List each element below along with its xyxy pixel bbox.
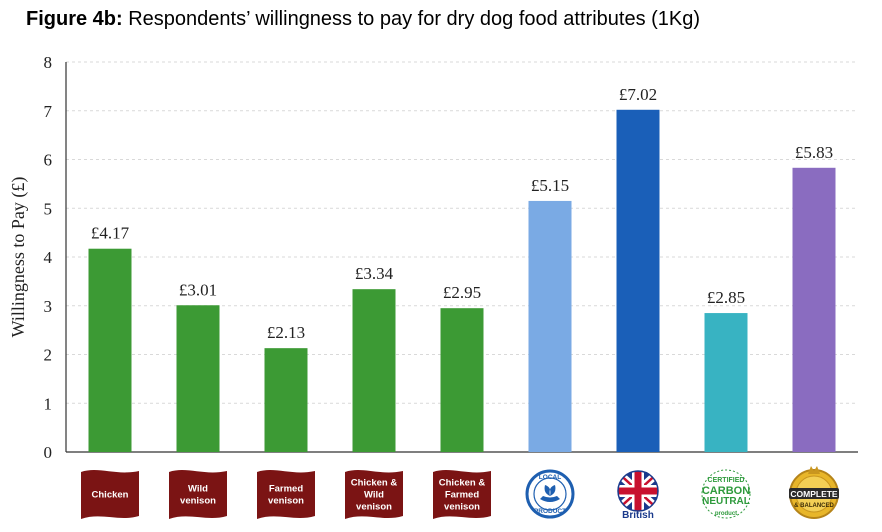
- category-label: Chicken: [92, 490, 129, 501]
- category-label: Farmed: [269, 484, 304, 495]
- bar: [528, 200, 572, 452]
- leaf-icon: [544, 485, 556, 496]
- bar: [88, 248, 132, 452]
- bar-value-label: £4.17: [91, 224, 130, 243]
- bar-value-label: £2.13: [267, 323, 305, 342]
- bar-value-label: £3.01: [179, 280, 217, 299]
- flag-shape: [433, 470, 491, 519]
- bar: [352, 289, 396, 452]
- figure-caption: Respondents’ willingness to pay for dry …: [122, 8, 701, 30]
- category-label: venison: [444, 502, 480, 513]
- badge-ribbon: [789, 488, 839, 499]
- carbon-neutral-icon: [701, 469, 751, 519]
- y-tick-label: 5: [44, 199, 53, 218]
- category-chicken: Chicken: [81, 470, 139, 519]
- bar-value-label: £2.95: [443, 283, 481, 302]
- y-axis-title: Willingness to Pay (£): [8, 177, 29, 338]
- y-tick-label: 7: [44, 102, 53, 121]
- badge-inner-ring: [533, 477, 567, 511]
- figure-number: Figure 4b:: [26, 8, 123, 30]
- bar-value-label: £7.02: [619, 85, 657, 104]
- badge-text-balanced: & BALANCED: [794, 503, 834, 509]
- bars: £4.17 £3.01 £2.13 £3.34 £2.95 £5.15 £7.02 £2.85…: [88, 85, 836, 453]
- category-label: Chicken &: [351, 478, 398, 489]
- category-british: British: [617, 470, 659, 521]
- union-flag-icon: [618, 471, 658, 511]
- category-label: venison: [268, 496, 304, 507]
- bar: [440, 308, 484, 452]
- badge-text-complete: COMPLETE: [790, 489, 838, 499]
- badge-text-neutral: NEUTRAL: [702, 496, 750, 507]
- hand-icon: [540, 496, 560, 502]
- flag-shape: [81, 470, 139, 519]
- flag-shape: [257, 470, 315, 519]
- category-label: venison: [356, 502, 392, 513]
- bar-value-label: £3.34: [355, 264, 394, 283]
- y-tick-label: 1: [44, 394, 53, 413]
- bar: [176, 305, 220, 452]
- y-tick-label: 2: [44, 346, 53, 365]
- chart-title: Figure 4b: Respondents’ willingness to p…: [26, 8, 700, 31]
- category-complete-balanced: COMPLETE & BALANCED: [789, 466, 839, 519]
- y-tick-label: 8: [44, 53, 53, 72]
- badge-text-product: product: [715, 511, 737, 517]
- bar: [264, 348, 308, 452]
- y-tick-label: 3: [44, 297, 53, 316]
- bar-value-label: £5.83: [795, 143, 833, 162]
- badge-text-local: LOCAL: [539, 474, 561, 481]
- cross-red-h: [618, 487, 658, 495]
- y-tick-label: 0: [44, 443, 53, 462]
- category-label: Chicken &: [439, 478, 486, 489]
- category-label: Wild: [364, 490, 384, 501]
- badge-text-british: British: [622, 510, 654, 521]
- badge-text-carbon: CARBON: [702, 485, 750, 497]
- bar-value-label: £5.15: [531, 176, 569, 195]
- badge-text-product: PRODUCT: [534, 508, 566, 515]
- flag-shape: [169, 470, 227, 519]
- flag-shape: [345, 470, 403, 519]
- bar: [792, 167, 836, 452]
- category-local-product: LOCAL PRODUCT: [525, 469, 575, 519]
- bar-value-label: £2.85: [707, 288, 745, 307]
- y-tick-label: 4: [44, 248, 53, 267]
- category-label: venison: [180, 496, 216, 507]
- dog-ears-icon: [808, 466, 820, 474]
- category-label: Wild: [188, 484, 208, 495]
- badge-text-certified: CERTIFIED: [708, 477, 745, 484]
- bar: [616, 109, 660, 453]
- y-tick-label: 6: [44, 151, 53, 170]
- bar: [704, 313, 748, 452]
- flag-ring: [617, 470, 659, 512]
- category-label: Farmed: [445, 490, 480, 501]
